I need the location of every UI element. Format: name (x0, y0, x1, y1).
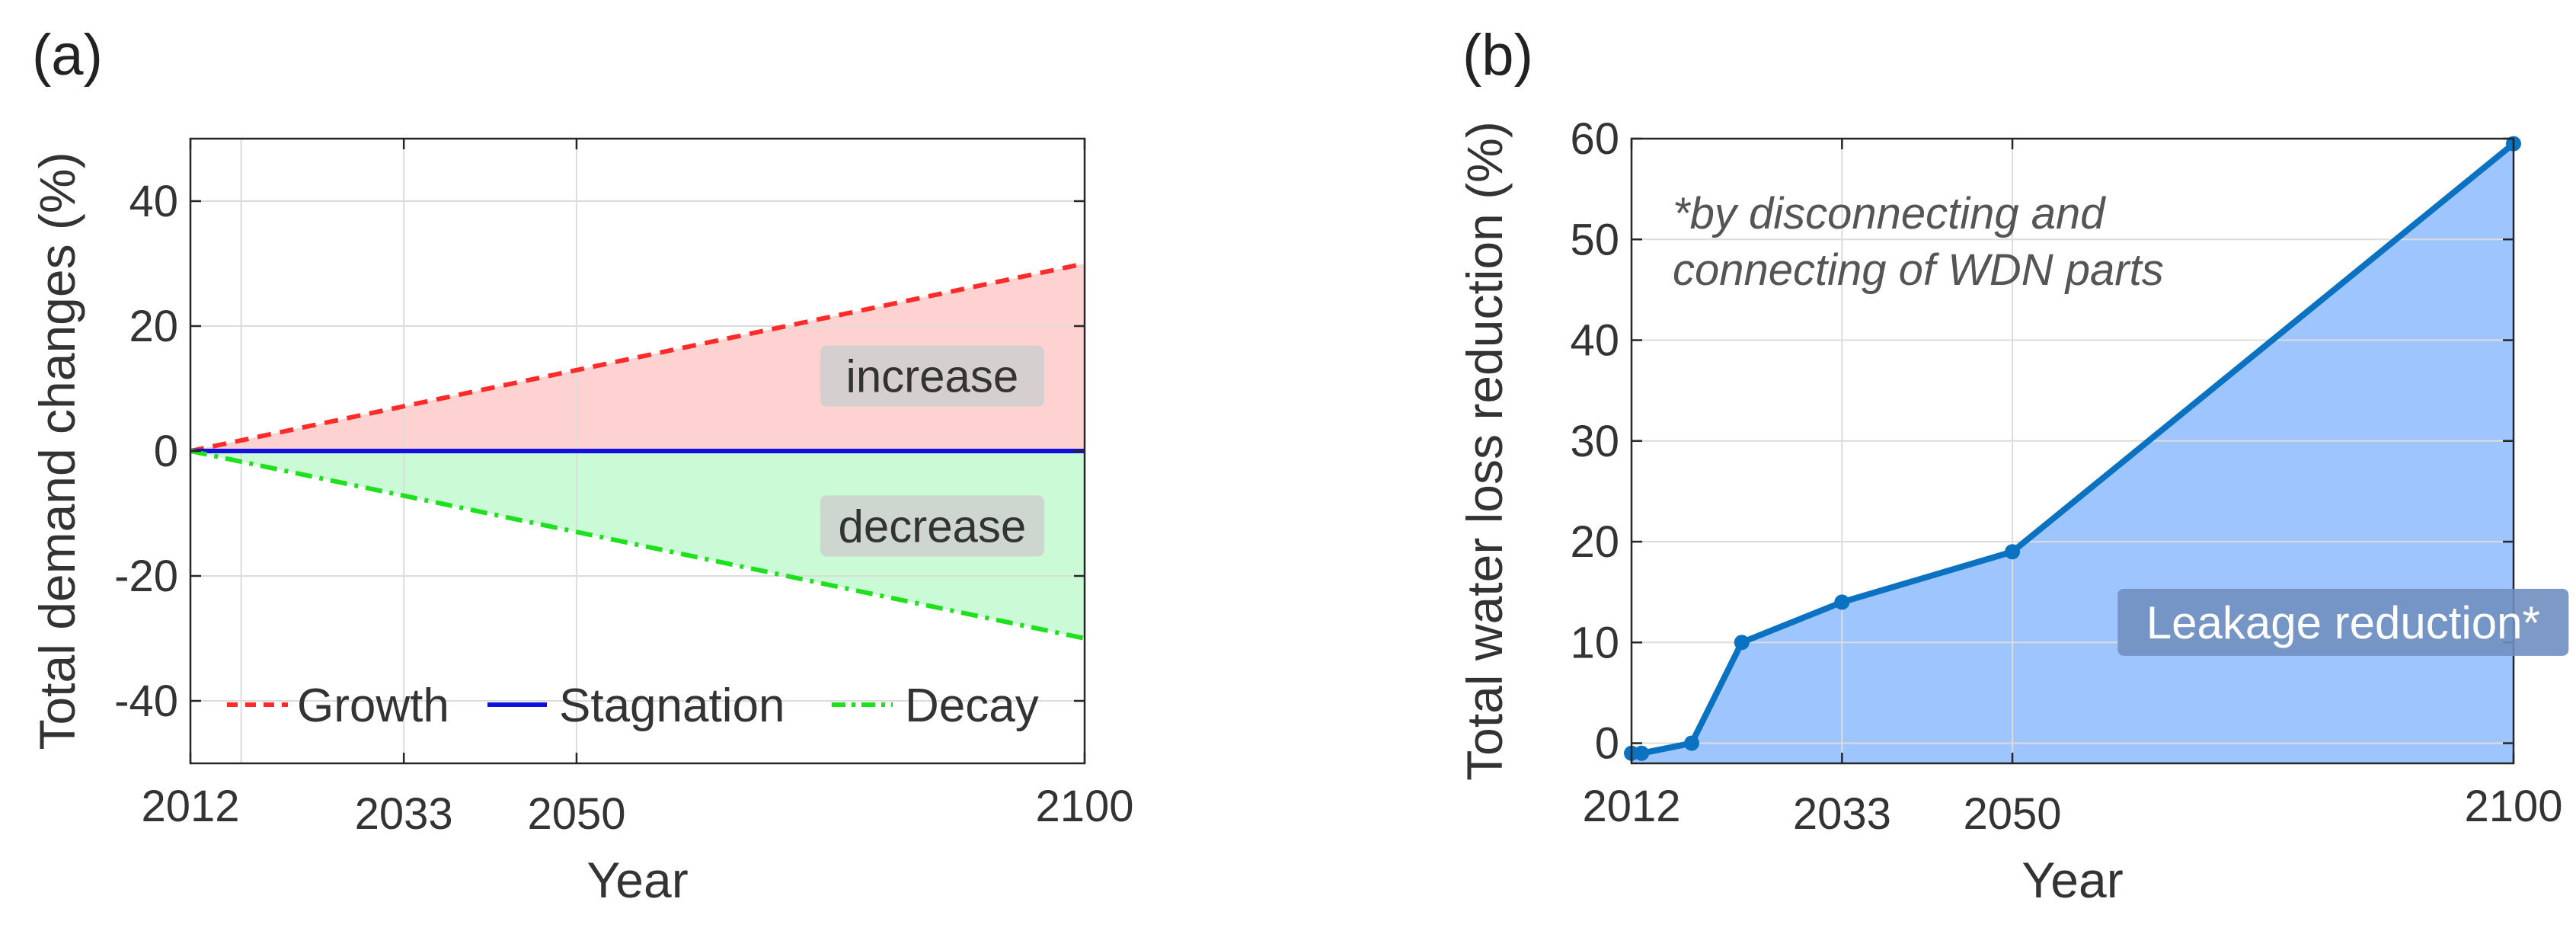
area-label: Leakage reduction* (2146, 597, 2540, 648)
panel-b-y-axis-label: Total water loss reduction (%) (1456, 121, 1513, 781)
y-tick-label: 0 (1595, 719, 1619, 769)
data-point (1834, 594, 1850, 610)
series-line-decay (190, 449, 1085, 641)
annotation-line: *by disconnecting and (1673, 189, 2106, 238)
x-tick-label: 2100 (1035, 782, 1133, 831)
panel-b-label: (b) (1462, 23, 1533, 88)
y-tick-label: 60 (1570, 114, 1619, 164)
legend-label-decay: Decay (905, 680, 1039, 732)
panel-a-legend: Growth Stagnation Decay (227, 680, 1039, 732)
panel-b-water-loss: (b) 2012 2033 2050 2100 0 10 20 30 40 50 60 *by di… (1456, 23, 2569, 908)
panel-b-annotation: *by disconnecting and connecting of WDN p… (1673, 189, 2569, 656)
annotation-line: connecting of WDN parts (1673, 245, 2164, 295)
data-point (2005, 544, 2021, 560)
plot-frame (1630, 137, 2515, 765)
x-tick-label: 2100 (2464, 782, 2562, 831)
y-tick-label: 40 (1570, 316, 1619, 366)
panel-a-series (190, 261, 1085, 641)
panel-b-x-axis-label: Year (2021, 852, 2123, 908)
series-line-growth (190, 261, 1085, 453)
legend-label-growth: Growth (297, 680, 449, 732)
y-tick-label: 0 (154, 427, 178, 476)
panel-a-region-labels: increase decrease (820, 345, 1044, 557)
panel-b-axes: 2012 2033 2050 2100 0 10 20 30 40 50 60 (1570, 114, 2562, 839)
panel-a-label: (a) (32, 23, 103, 88)
y-tick-label: 30 (1570, 417, 1619, 466)
y-tick-label: 20 (129, 302, 178, 351)
x-tick-label: 2050 (1964, 789, 2062, 839)
x-tick-label: 2012 (141, 782, 239, 831)
x-tick-label: 2033 (355, 789, 453, 839)
y-tick-label: 40 (129, 177, 178, 226)
region-label-box-decrease (820, 495, 1044, 557)
legend-label-stagnation: Stagnation (559, 680, 785, 732)
region-label-increase: increase (845, 351, 1018, 402)
data-point (1734, 635, 1750, 651)
data-point (1683, 735, 1699, 751)
region-label-decrease: decrease (838, 501, 1026, 552)
x-tick-label: 2050 (527, 789, 625, 839)
panel-b-series (1624, 136, 2521, 761)
y-tick-label: -20 (114, 552, 178, 601)
panel-a-y-axis-label: Total demand changes (%) (29, 152, 85, 750)
data-point (1634, 745, 1650, 761)
y-tick-label: 10 (1570, 618, 1619, 667)
y-tick-label: 50 (1570, 215, 1619, 264)
panel-a-axes: 2012 2033 2050 2100 -40 -20 0 20 40 (114, 137, 1134, 839)
y-tick-label: -40 (114, 677, 178, 726)
panel-a-x-axis-label: Year (586, 852, 688, 908)
panel-a-demand-changes: (a) 2012 2033 2050 2100 -40 -20 0 20 40 increase… (29, 23, 1134, 908)
x-tick-label: 2012 (1582, 782, 1680, 831)
x-tick-label: 2033 (1793, 789, 1891, 839)
area-label-box (2117, 588, 2569, 656)
region-label-box-increase (820, 345, 1044, 407)
y-tick-label: 20 (1570, 517, 1619, 567)
